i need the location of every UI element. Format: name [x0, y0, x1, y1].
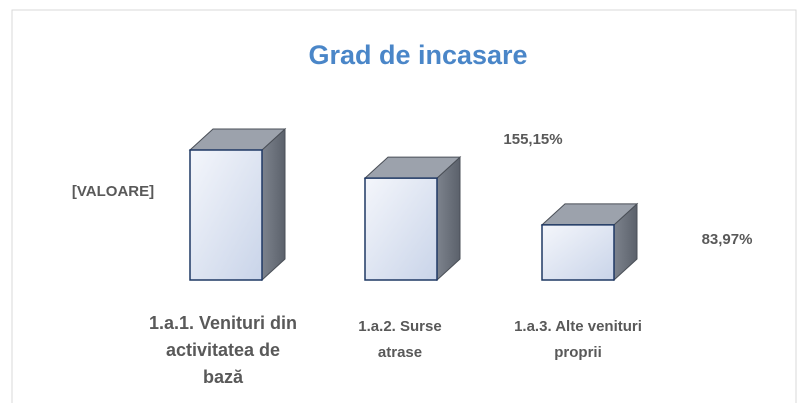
value-label: 155,15% — [503, 131, 562, 148]
x-tick-label: 1.a.3. Alte venituri proprii — [514, 318, 642, 361]
chart-border — [11, 9, 797, 403]
value-label: 83,97% — [702, 231, 753, 248]
value-label: [VALOARE] — [72, 183, 154, 200]
x-tick-label: 1.a.2. Surse atrase — [358, 318, 442, 361]
bar — [541, 224, 615, 281]
chart-title: Grad de incasare — [308, 40, 527, 70]
x-tick-label: 1.a.1. Venituri din activitatea de bază — [148, 313, 298, 387]
bar — [189, 149, 263, 281]
bar — [364, 177, 438, 281]
bar-side — [261, 127, 286, 282]
